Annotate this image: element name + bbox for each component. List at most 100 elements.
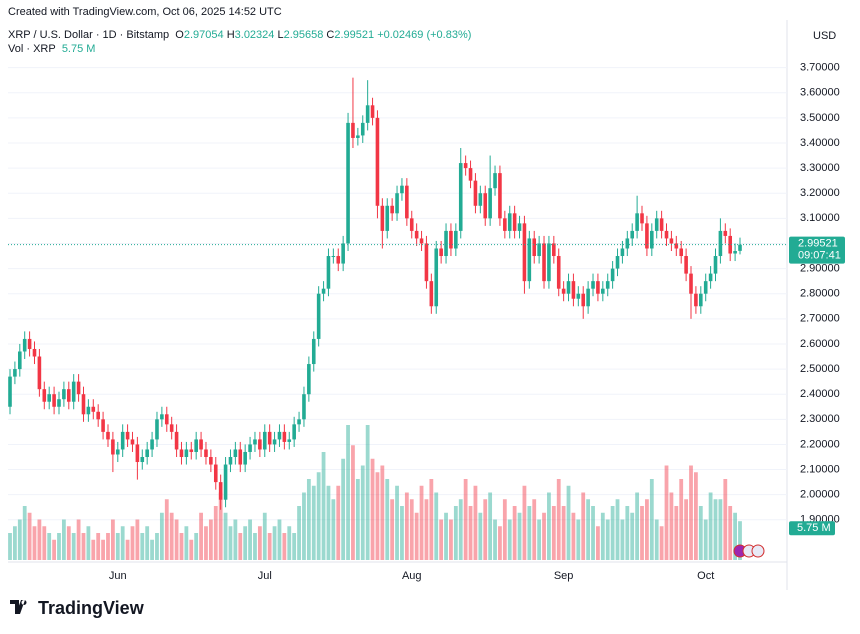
volume-bar (400, 506, 404, 560)
volume-bar (723, 479, 728, 560)
candle-body (76, 381, 81, 395)
volume-bar (458, 499, 463, 560)
candle-body (390, 205, 394, 214)
volume-bar (689, 465, 693, 560)
candle-body (674, 243, 679, 249)
candle-body (262, 431, 267, 450)
volume-bar (145, 526, 150, 560)
candle-body (351, 122, 355, 138)
volume-bar (522, 485, 527, 560)
volume-bar (620, 519, 625, 560)
candle-body (625, 238, 630, 249)
ohlc-letter: H (226, 29, 235, 41)
volume-bar (385, 479, 390, 560)
volume-bar (292, 533, 297, 560)
volume-bar (551, 506, 556, 560)
volume-title: Vol · XRP (8, 43, 56, 55)
y-tick-label: 2.70000 (800, 313, 840, 325)
volume-bar (473, 485, 478, 560)
volume-bar (223, 512, 228, 560)
candle-body (409, 218, 414, 231)
candle-body (645, 223, 649, 249)
candle-body (253, 439, 257, 445)
candle-body (454, 230, 458, 249)
candle-body (517, 223, 522, 231)
y-tick-label: 2.80000 (800, 288, 840, 300)
currency: USD (813, 30, 836, 42)
volume-bar (556, 479, 561, 560)
volume-bar (253, 533, 257, 560)
volume-bar (238, 533, 243, 560)
candle-body (218, 482, 223, 500)
candle-body (630, 230, 635, 239)
candle-body (684, 256, 688, 274)
candle-body (512, 213, 517, 231)
price-tag-countdown: 09:07:41 (798, 250, 841, 262)
volume-bar (669, 492, 674, 560)
volume-value: 5.75 M (61, 43, 96, 55)
volume-bar (272, 526, 277, 560)
volume-bar (571, 512, 576, 560)
volume-bar (380, 465, 385, 560)
candle-body (395, 193, 399, 214)
candle-body (414, 230, 419, 239)
volume-bar (409, 499, 414, 560)
candle-body (708, 273, 713, 282)
candle-body (532, 238, 537, 257)
candle-body (473, 180, 478, 206)
candle-body (733, 251, 737, 254)
volume-bar (498, 526, 502, 560)
volume-bar (169, 512, 174, 560)
candle-body (101, 419, 105, 432)
volume-bar (110, 519, 115, 560)
y-tick-label: 2.30000 (800, 413, 840, 425)
candle-body (542, 243, 546, 282)
candle-body (341, 243, 345, 264)
x-tick-label: Aug (402, 570, 422, 582)
candle-body (160, 414, 164, 420)
candle-body (640, 213, 644, 224)
volume-bar (713, 499, 718, 560)
candle-body (650, 230, 654, 249)
candle-body (586, 288, 590, 307)
y-tick-label: 2.00000 (800, 489, 840, 501)
candle-body (596, 281, 600, 294)
candle-body (365, 105, 370, 123)
volume-bar (537, 519, 542, 560)
volume-bar (208, 519, 213, 560)
volume-bar (360, 465, 365, 560)
candle-body (228, 457, 233, 465)
event-icon (751, 544, 765, 558)
volume-bar (659, 526, 664, 560)
candle-body (405, 185, 409, 219)
y-tick-label: 2.90000 (800, 262, 840, 274)
candle-body (659, 218, 664, 231)
volume-bar (179, 533, 184, 560)
x-tick-label: Jun (109, 570, 127, 582)
price-tag (789, 236, 845, 264)
volume-bar (674, 506, 679, 560)
candle-body (120, 431, 125, 450)
volume-bar (297, 506, 301, 560)
volume-bar (517, 512, 522, 560)
volume-bar (429, 479, 434, 560)
candle-body (483, 193, 488, 219)
ohlc-value: 2.99521 (334, 29, 375, 41)
y-tick-label: 2.20000 (800, 438, 840, 450)
candle-body (498, 173, 502, 219)
volume-bar (439, 519, 444, 560)
volume-bar (449, 519, 453, 560)
volume-bar (532, 499, 537, 560)
y-tick-label: 2.10000 (800, 463, 840, 475)
volume-bar (174, 519, 179, 560)
volume-bar (91, 539, 96, 560)
volume-bar (155, 533, 159, 560)
candle-body (434, 248, 439, 307)
volume-bar (483, 499, 488, 560)
candle-body (610, 268, 615, 282)
volume-bar (233, 519, 238, 560)
ohlc-value: 2.97054 (183, 29, 224, 41)
volume-bar (27, 512, 32, 560)
volume-bar (321, 452, 326, 560)
